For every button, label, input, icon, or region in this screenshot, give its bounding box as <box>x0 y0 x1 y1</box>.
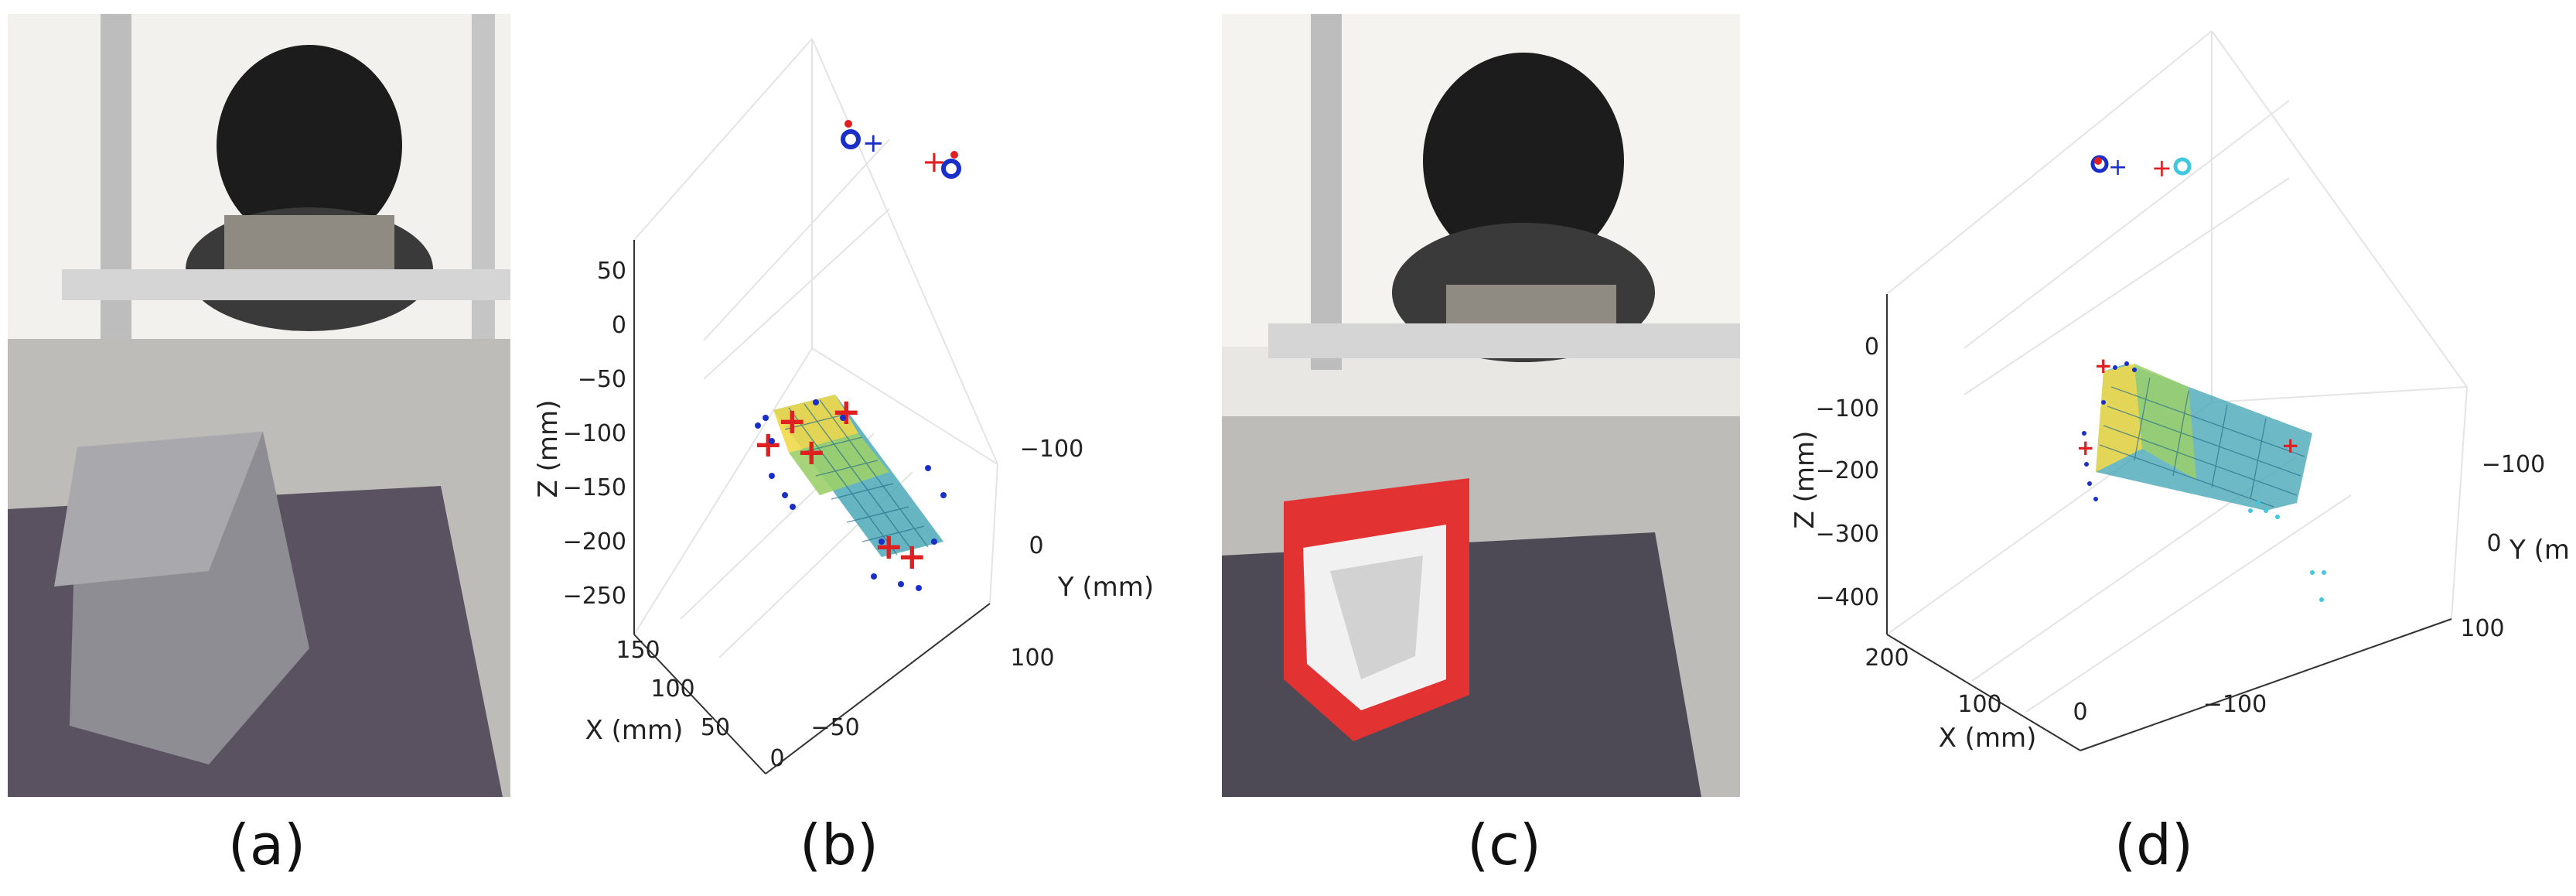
photo-c <box>1222 14 1740 797</box>
z-tick: −200 <box>563 528 626 556</box>
z-axis-label: Z (mm) <box>533 400 564 498</box>
svg-text:+: + <box>797 431 827 473</box>
y-axis-label: Y (mm) <box>2509 535 2567 566</box>
x-axis-label: X (mm) <box>1939 723 2037 754</box>
photo-a <box>8 14 510 797</box>
x-axis-label: X (mm) <box>585 715 684 746</box>
y-tick: 100 <box>1010 645 1054 672</box>
y-tick: 0 <box>2486 530 2501 557</box>
z-tick: −50 <box>578 366 626 393</box>
y-axis-label: Y (mm) <box>1057 572 1152 603</box>
y-tick: −100 <box>1020 436 1083 463</box>
eye-markers: + + <box>841 120 961 179</box>
svg-text:+: + <box>2108 154 2127 181</box>
x-tick: −100 <box>2203 691 2267 718</box>
y-tick: −100 <box>2482 451 2545 478</box>
z-tick: 0 <box>612 312 626 339</box>
svg-text:+: + <box>2281 433 2299 458</box>
svg-text:+: + <box>897 535 927 577</box>
x-tick: 150 <box>616 637 660 664</box>
z-axis-label: Z (mm) <box>1790 431 1820 529</box>
caption-d: (d) <box>2114 812 2193 877</box>
red-feature-points: +++ +++ <box>753 391 927 577</box>
z-tick: −200 <box>1816 457 1879 484</box>
svg-text:+: + <box>874 525 904 567</box>
fitted-surface <box>773 395 943 557</box>
svg-text:+: + <box>2094 353 2112 378</box>
x-tick: 100 <box>1957 691 2001 718</box>
svg-text:+: + <box>2076 435 2094 460</box>
plot-b: 50 0 −50 −100 −150 −200 −250 Z (mm) 150 … <box>510 0 1152 805</box>
x-tick: 50 <box>701 714 730 741</box>
cyan-scatter <box>2248 501 2326 602</box>
x-tick: −50 <box>810 714 859 741</box>
z-tick: −100 <box>1816 395 1879 422</box>
svg-text:+: + <box>777 400 807 442</box>
x-tick: 0 <box>769 745 784 772</box>
z-tick: 0 <box>1865 333 1879 361</box>
svg-text:+: + <box>862 128 885 159</box>
x-tick: 100 <box>650 675 694 703</box>
y-tick: 0 <box>1029 532 1043 559</box>
fitted-surface <box>2096 364 2312 511</box>
y-tick: 100 <box>2460 615 2504 642</box>
svg-text:+: + <box>753 423 783 465</box>
plot-d: 0 −100 −200 −300 −400 Z (mm) 200 100 0 −… <box>1771 0 2567 805</box>
z-tick: −250 <box>563 583 626 610</box>
caption-b: (b) <box>800 812 879 877</box>
blue-scatter <box>2082 361 2137 501</box>
eye-markers: + + <box>2090 153 2192 183</box>
z-tick: −300 <box>1816 521 1879 548</box>
caption-a: (a) <box>227 812 306 877</box>
x-tick: 200 <box>1865 645 1909 672</box>
z-tick: −150 <box>563 474 626 501</box>
svg-text:+: + <box>831 391 862 433</box>
z-tick: −400 <box>1816 584 1879 611</box>
svg-text:+: + <box>2151 153 2172 183</box>
z-tick: 50 <box>597 258 626 285</box>
caption-c: (c) <box>1467 812 1541 877</box>
blue-scatter <box>755 399 947 591</box>
z-tick: −100 <box>563 420 626 447</box>
red-feature-points: + + + <box>2076 353 2299 460</box>
x-tick: 0 <box>2073 699 2087 726</box>
